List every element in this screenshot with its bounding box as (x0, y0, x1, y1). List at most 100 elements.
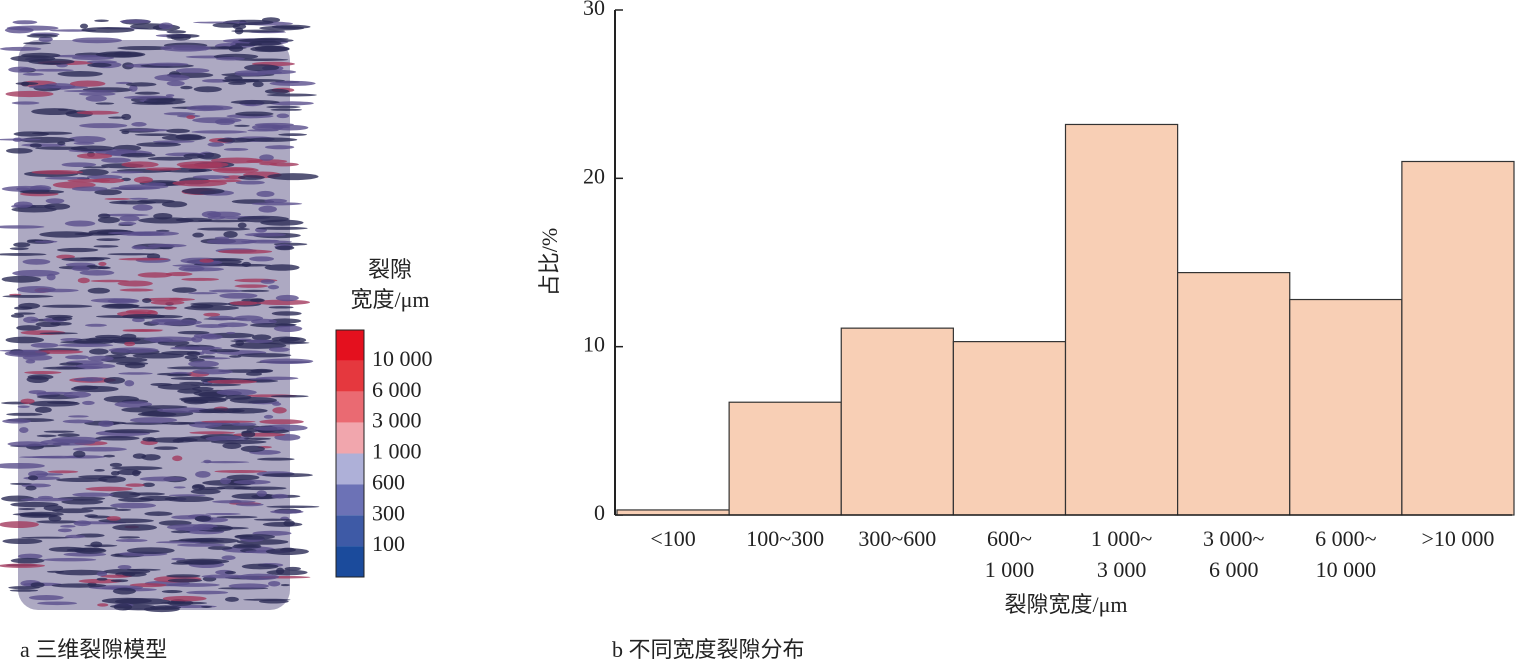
fracture-streak (139, 405, 188, 409)
fracture-streak (65, 355, 89, 360)
fracture-streak (171, 287, 197, 293)
fracture-streak (269, 162, 299, 167)
colorbar-band (336, 391, 364, 423)
fracture-streak (218, 46, 232, 49)
fracture-streak (39, 332, 78, 335)
fracture-streak (268, 318, 302, 324)
fracture-streak (226, 331, 236, 335)
fracture-streak (107, 253, 155, 256)
fracture-streak (237, 215, 289, 223)
fracture-streak (265, 548, 309, 555)
fracture-streak (244, 64, 280, 72)
fracture-streak (30, 582, 45, 588)
fracture-streak (162, 595, 207, 602)
fracture-streak (130, 231, 179, 236)
fracture-streak (255, 376, 299, 380)
fracture-streak (137, 199, 175, 204)
fracture-streak (27, 475, 39, 481)
fracture-streak (136, 142, 181, 147)
colorbar-band (336, 484, 364, 516)
fracture-streak (238, 289, 270, 293)
fracture-streak (121, 161, 159, 168)
y-tick-label: 10 (583, 332, 605, 357)
fracture-streak (237, 573, 280, 581)
fracture-streak (214, 236, 230, 240)
fracture-streak (19, 136, 75, 143)
fracture-streak (122, 329, 164, 332)
fracture-streak (189, 431, 235, 435)
fracture-streak (243, 598, 291, 601)
fracture-streak (22, 258, 51, 265)
fracture-streak (87, 62, 112, 68)
fracture-streak (101, 597, 152, 604)
fracture-streak (4, 350, 48, 357)
fracture-streak (70, 385, 119, 393)
fracture-streak (92, 178, 125, 184)
fracture-streak (87, 355, 114, 362)
fracture-streak (177, 330, 210, 335)
fracture-streak (125, 82, 157, 87)
fracture-streak (117, 497, 155, 503)
fracture-streak (233, 543, 262, 547)
fracture-streak (44, 176, 88, 180)
fracture-streak (188, 168, 207, 173)
fracture-streak (61, 257, 105, 262)
fracture-streak (262, 521, 303, 527)
fracture-streak (188, 292, 218, 295)
fracture-streak (200, 605, 213, 608)
fracture-streak (244, 232, 287, 237)
fracture-streak (9, 589, 39, 592)
fracture-streak (147, 243, 187, 248)
colorbar-band (336, 453, 364, 485)
fracture-streak (171, 557, 186, 561)
fracture-streak (62, 419, 95, 424)
fracture-streak (217, 137, 255, 143)
fracture-streak (79, 23, 89, 29)
fracture-streak (13, 131, 50, 137)
fracture-streak (200, 461, 250, 464)
fracture-streak (28, 58, 75, 65)
fracture-streak (25, 485, 37, 491)
fracture-streak (98, 420, 114, 427)
fracture-streak (45, 198, 65, 204)
fracture-streak (181, 187, 225, 195)
colorbar-label: 3 000 (372, 408, 422, 433)
fracture-streak (158, 22, 174, 30)
fracture-streak (110, 186, 161, 190)
fracture-streak (259, 154, 274, 161)
fracture-streak (78, 91, 116, 96)
fracture-streak (234, 72, 266, 77)
fracture-streak (11, 101, 40, 105)
fracture-streak (20, 398, 35, 404)
fracture-streak (271, 311, 302, 316)
fracture-streak (166, 128, 191, 134)
fracture-streak (125, 309, 156, 314)
fracture-streak (86, 60, 117, 64)
fracture-streak (260, 279, 275, 284)
fracture-streak (208, 315, 235, 321)
fracture-streak (134, 133, 177, 136)
fracture-streak (102, 52, 144, 58)
fracture-streak (216, 389, 257, 396)
fracture-streak (226, 474, 260, 481)
colorbar-label: 10 000 (372, 346, 433, 371)
fracture-streak (134, 91, 161, 95)
fracture-streak (194, 515, 211, 522)
fracture-streak (225, 596, 239, 602)
fracture-streak (42, 304, 93, 308)
fracture-streak (58, 343, 114, 347)
fracture-streak (150, 300, 185, 305)
bar (840, 327, 954, 516)
x-tick-label: >10 000 (1421, 526, 1495, 551)
fracture-streak (237, 222, 247, 229)
fracture-streak (95, 102, 115, 105)
y-tick-label: 30 (583, 0, 605, 20)
fracture-streak (101, 157, 132, 163)
fracture-streak (42, 366, 86, 370)
fracture-streak (246, 137, 298, 142)
fracture-streak (154, 74, 190, 82)
x-axis-label: 裂隙宽度/μm (1004, 592, 1127, 617)
fracture-streak (178, 265, 205, 272)
fracture-streak (21, 52, 61, 58)
